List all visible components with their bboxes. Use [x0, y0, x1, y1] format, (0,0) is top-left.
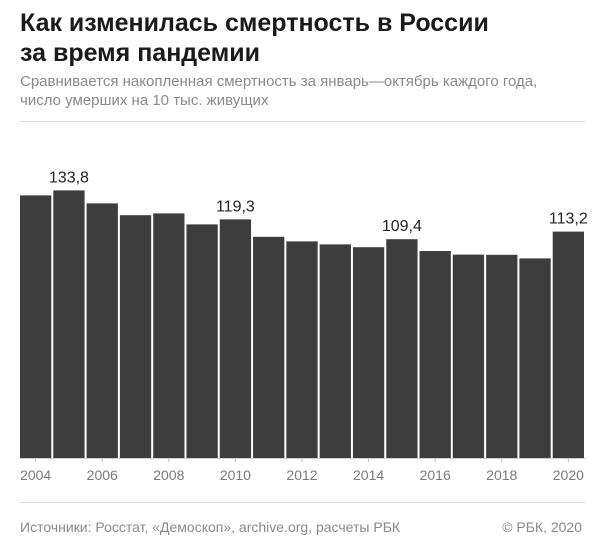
chart-subtitle: Сравнивается накопленная смертность за я… [20, 72, 580, 110]
copyright-note: © РБК, 2020 [502, 519, 582, 535]
bar-2004 [20, 195, 52, 458]
chart-title-line-2: за время пандемии [20, 39, 260, 67]
data-label-2005: 133,8 [49, 169, 89, 186]
bar-2008 [153, 213, 185, 458]
x-tick-label-2012: 2012 [286, 467, 317, 483]
bar-2017 [452, 254, 485, 458]
data-label-2020: 113,2 [549, 211, 588, 228]
bar-2011 [253, 236, 285, 458]
bar-2005 [53, 190, 85, 458]
x-tick-label-2006: 2006 [87, 467, 118, 483]
bar-2009 [186, 224, 218, 458]
bar-2014 [352, 247, 385, 458]
chart-subtitle-line-1: Сравнивается накопленная смертность за я… [20, 73, 538, 90]
bar-2015 [386, 239, 418, 458]
bottom-divider [20, 502, 586, 503]
bar-2019 [519, 258, 551, 458]
bar-2020 [552, 231, 584, 458]
x-tick-label-2014: 2014 [353, 467, 384, 483]
bar-2013 [319, 244, 351, 458]
x-tick-label-2008: 2008 [153, 467, 184, 483]
bar-2018 [486, 254, 518, 458]
x-tick-label-2010: 2010 [220, 467, 251, 483]
x-tick-label-2020: 2020 [553, 467, 584, 483]
sources-note: Источники: Росстат, «Демоскоп», archive.… [20, 519, 401, 535]
bar-2012 [286, 241, 318, 458]
bar-2010 [219, 219, 252, 458]
bar-2007 [119, 215, 152, 458]
chart-subtitle-line-2: число умерших на 10 тыс. живущих [20, 92, 269, 109]
x-tick-label-2018: 2018 [486, 467, 517, 483]
data-label-2015: 109,4 [382, 218, 422, 235]
bar-chart: 133,8 119,3 109,4 113,2 2004 2006 2008 2010 2012… [20, 169, 588, 483]
chart-title: Как изменилась смертность в России за вр… [20, 8, 580, 68]
x-tick-label-2004: 2004 [20, 467, 51, 483]
bar-2006 [86, 203, 118, 458]
data-label-2010: 119,3 [216, 198, 255, 215]
bar-2016 [419, 251, 451, 458]
chart-title-line-1: Как изменилась смертность в России [20, 9, 489, 37]
top-divider [20, 121, 586, 122]
x-tick-label-2016: 2016 [420, 467, 451, 483]
